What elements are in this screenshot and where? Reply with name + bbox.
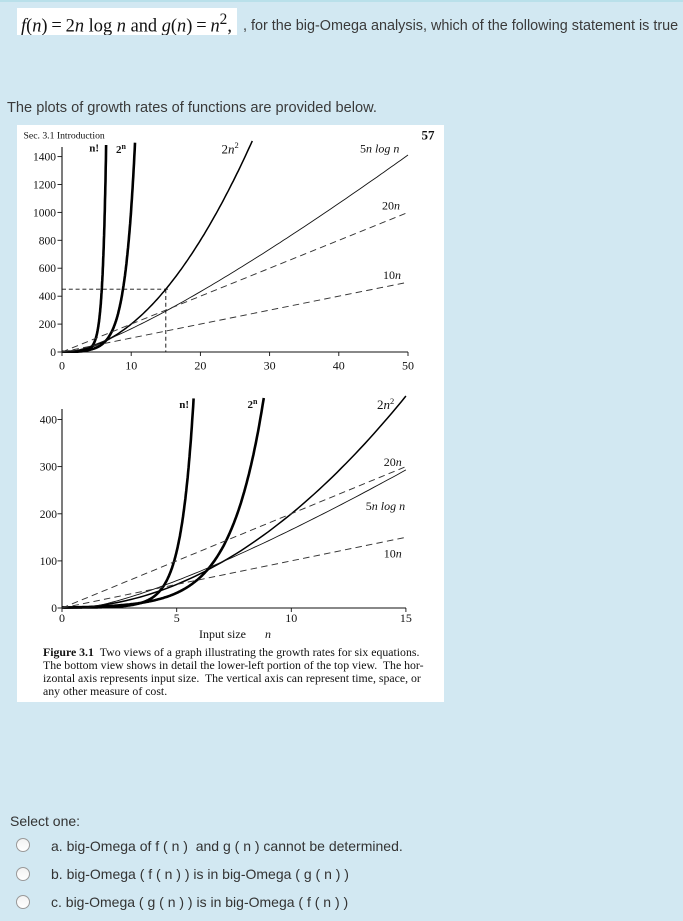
svg-text:400: 400	[40, 415, 58, 427]
svg-text:n!: n!	[89, 143, 99, 155]
svg-text:200: 200	[40, 509, 58, 521]
svg-text:40: 40	[333, 359, 345, 373]
svg-text:2n: 2n	[248, 397, 259, 411]
svg-text:0: 0	[50, 347, 56, 359]
svg-text:0: 0	[51, 603, 57, 615]
svg-text:2n2: 2n2	[377, 396, 394, 412]
svg-text:Sec. 3.1 Introduction: Sec. 3.1 Introduction	[24, 131, 105, 142]
svg-text:800: 800	[39, 235, 57, 247]
svg-text:0: 0	[59, 359, 65, 373]
svg-text:n!: n!	[179, 399, 189, 411]
svg-text:15: 15	[400, 611, 412, 625]
svg-text:400: 400	[39, 291, 57, 303]
svg-text:20: 20	[194, 359, 206, 373]
svg-text:1000: 1000	[33, 207, 56, 219]
svg-text:20n: 20n	[382, 199, 400, 213]
svg-text:100: 100	[40, 556, 58, 568]
svg-text:0: 0	[59, 611, 65, 625]
svg-text:2n2: 2n2	[222, 140, 239, 157]
svg-text:600: 600	[39, 263, 57, 275]
svg-text:5: 5	[174, 611, 180, 625]
svg-text:57: 57	[422, 127, 436, 142]
svg-text:300: 300	[40, 462, 58, 474]
svg-text:50: 50	[402, 359, 414, 373]
svg-text:1200: 1200	[33, 180, 56, 192]
svg-text:1400: 1400	[33, 152, 56, 164]
svg-text:5n log n: 5n log n	[360, 142, 399, 156]
svg-text:10n: 10n	[383, 268, 401, 282]
svg-text:200: 200	[39, 319, 57, 331]
svg-text:5n log n: 5n log n	[366, 499, 405, 513]
svg-text:10: 10	[125, 359, 137, 373]
svg-text:30: 30	[264, 359, 276, 373]
svg-text:20n: 20n	[384, 455, 402, 469]
svg-text:10: 10	[285, 611, 297, 625]
svg-text:2n: 2n	[116, 142, 127, 156]
svg-text:10n: 10n	[384, 547, 402, 561]
